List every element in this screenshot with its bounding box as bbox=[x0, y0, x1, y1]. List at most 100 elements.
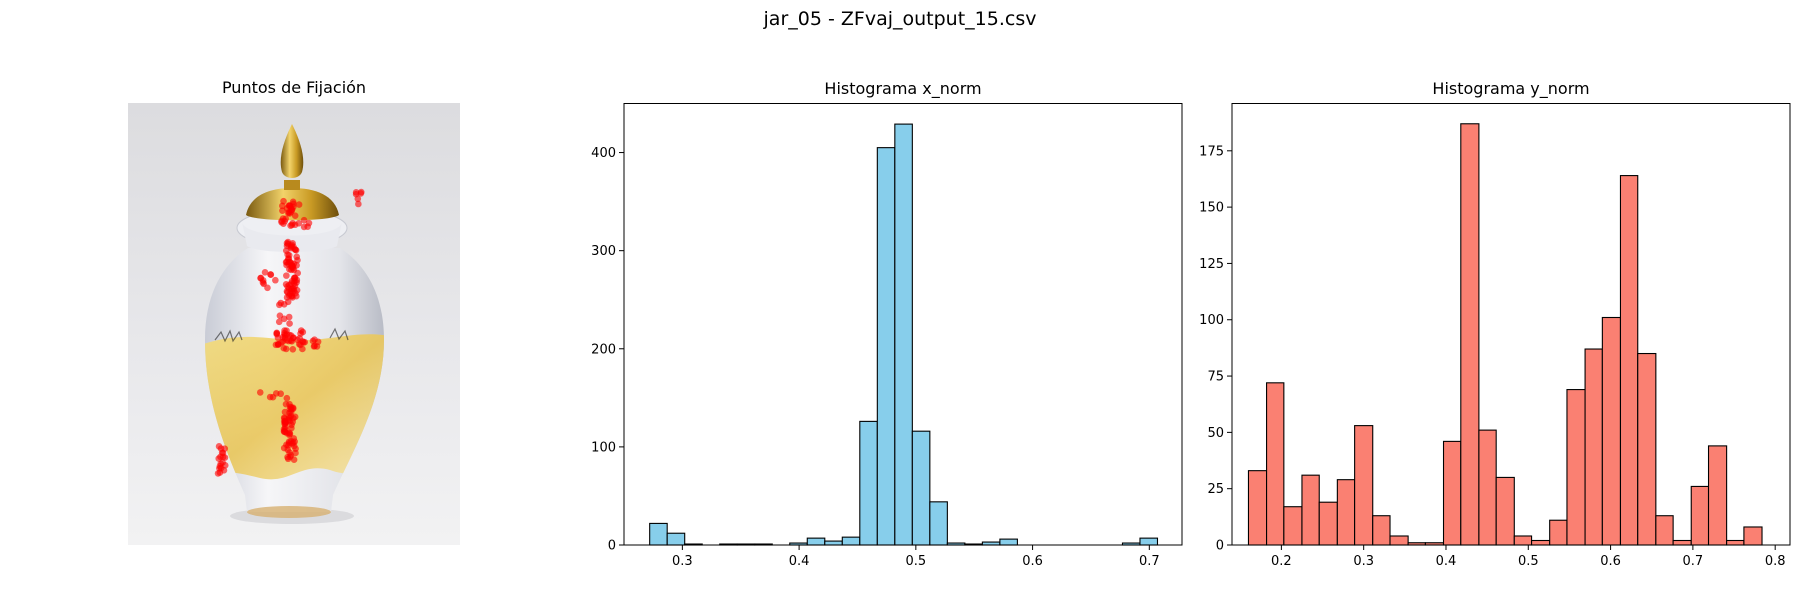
histogram-bar bbox=[1495, 476, 1515, 546]
fixation-point bbox=[294, 269, 301, 277]
fixation-point bbox=[215, 443, 223, 450]
fixation-point bbox=[286, 449, 293, 456]
histogram-bar bbox=[1513, 535, 1533, 546]
y-norm-histogram: 0.2 0.3 0.4 0.5 0.6 0.7 0.8 0 25 50 75 100 125 150 17… bbox=[1199, 103, 1791, 569]
histogram-bar bbox=[1478, 429, 1497, 546]
histogram-bar bbox=[649, 522, 668, 546]
fixation-point bbox=[285, 439, 293, 447]
fixation-point bbox=[355, 200, 362, 208]
histogram-bar bbox=[876, 147, 896, 546]
histogram-bar bbox=[666, 532, 686, 546]
fixation-point bbox=[281, 217, 289, 225]
x-tick-label: 0.5 bbox=[905, 554, 926, 569]
fixation-point bbox=[291, 413, 299, 421]
x-tick-label: 0.3 bbox=[1353, 554, 1374, 569]
fixation-point bbox=[281, 333, 288, 341]
fixation-point bbox=[273, 329, 281, 337]
fixation-point bbox=[314, 338, 322, 346]
fixation-point bbox=[286, 431, 293, 439]
fixation-point bbox=[282, 400, 290, 408]
histogram-bar bbox=[1301, 474, 1320, 546]
figure-title: jar_05 - ZFvaj_output_15.csv bbox=[763, 8, 1037, 30]
fixation-point bbox=[289, 405, 297, 412]
histogram-bar bbox=[1372, 515, 1391, 546]
fixation-point bbox=[221, 445, 229, 452]
fixation-point bbox=[289, 418, 296, 426]
histogram-bar bbox=[859, 420, 878, 546]
fixation-point bbox=[285, 313, 293, 321]
fixation-point bbox=[293, 253, 301, 261]
y-tick-label: 400 bbox=[591, 146, 616, 161]
fixation-point bbox=[287, 242, 295, 250]
x-tick-label: 0.7 bbox=[1139, 554, 1160, 569]
y-tick-label: 100 bbox=[591, 440, 616, 455]
fixation-point bbox=[281, 428, 288, 436]
y-tick-label: 200 bbox=[591, 342, 616, 357]
fixation-point bbox=[297, 327, 305, 334]
histogram-bar bbox=[1637, 352, 1657, 546]
y-tick-label: 175 bbox=[1199, 144, 1224, 159]
histogram-bar bbox=[1655, 515, 1674, 546]
histogram-bar bbox=[1336, 479, 1356, 546]
fixation-point bbox=[282, 281, 290, 288]
fixation-point bbox=[219, 453, 227, 461]
fixation-point bbox=[288, 263, 296, 271]
fixation-point bbox=[274, 340, 282, 348]
fixation-point bbox=[280, 444, 288, 452]
x-histogram-title: Histograma x_norm bbox=[824, 79, 982, 98]
histogram-bar bbox=[1566, 389, 1586, 546]
x-histogram-frame bbox=[623, 103, 1183, 546]
fixation-point bbox=[288, 206, 296, 213]
histogram-bar bbox=[824, 540, 843, 546]
y-tick-label: 25 bbox=[1207, 482, 1224, 497]
histogram-bar bbox=[1584, 348, 1603, 546]
fixation-point bbox=[281, 408, 289, 416]
histogram-bar bbox=[1601, 316, 1622, 546]
histogram-bar bbox=[1619, 175, 1639, 546]
histogram-bar bbox=[841, 536, 861, 546]
fixation-point bbox=[256, 389, 264, 396]
fixation-points bbox=[214, 188, 365, 477]
fixation-point bbox=[272, 276, 279, 284]
fixation-point bbox=[304, 223, 311, 230]
histogram-bar bbox=[1247, 470, 1268, 546]
y-tick-label: 300 bbox=[591, 244, 616, 259]
fixation-point bbox=[261, 269, 269, 276]
y-tick-label: 0 bbox=[1216, 539, 1224, 554]
histogram-bar bbox=[894, 123, 913, 546]
x-tick-label: 0.5 bbox=[1518, 554, 1539, 569]
histogram-bar bbox=[1460, 123, 1480, 546]
fixation-point bbox=[276, 301, 283, 309]
histogram-bar bbox=[1318, 501, 1338, 546]
x-histogram-x-ticks: 0.3 0.4 0.5 0.6 0.7 bbox=[672, 545, 1160, 569]
fixation-point bbox=[289, 219, 296, 227]
x-histogram-y-ticks: 0 100 200 300 400 bbox=[591, 146, 624, 554]
y-histogram-y-ticks: 0 25 50 75 100 125 150 175 bbox=[1199, 144, 1232, 554]
x-tick-label: 0.4 bbox=[1436, 554, 1457, 569]
y-tick-label: 125 bbox=[1199, 257, 1224, 272]
fixation-point bbox=[283, 394, 291, 402]
histogram-bar bbox=[1531, 539, 1551, 546]
y-tick-label: 100 bbox=[1199, 313, 1224, 328]
histogram-bar bbox=[1743, 526, 1763, 546]
y-histogram-frame bbox=[1231, 103, 1791, 546]
y-tick-label: 75 bbox=[1207, 370, 1224, 385]
fixation-point bbox=[292, 445, 299, 453]
histogram-bar bbox=[929, 501, 948, 546]
fixation-point bbox=[220, 467, 228, 474]
fixation-point bbox=[288, 292, 296, 300]
x-tick-label: 0.2 bbox=[1271, 554, 1292, 569]
fixation-point bbox=[297, 341, 304, 349]
fixation-point bbox=[357, 190, 365, 197]
y-tick-label: 150 bbox=[1199, 201, 1224, 216]
fixation-point bbox=[282, 345, 290, 353]
y-histogram-bars bbox=[1247, 123, 1763, 546]
fixation-point bbox=[283, 272, 290, 279]
x-tick-label: 0.3 bbox=[672, 554, 693, 569]
jar-photo bbox=[128, 103, 460, 545]
y-histogram-title: Histograma y_norm bbox=[1432, 79, 1590, 98]
fixation-point bbox=[216, 462, 224, 470]
fixation-point bbox=[300, 216, 308, 224]
histogram-bar bbox=[1266, 382, 1285, 546]
